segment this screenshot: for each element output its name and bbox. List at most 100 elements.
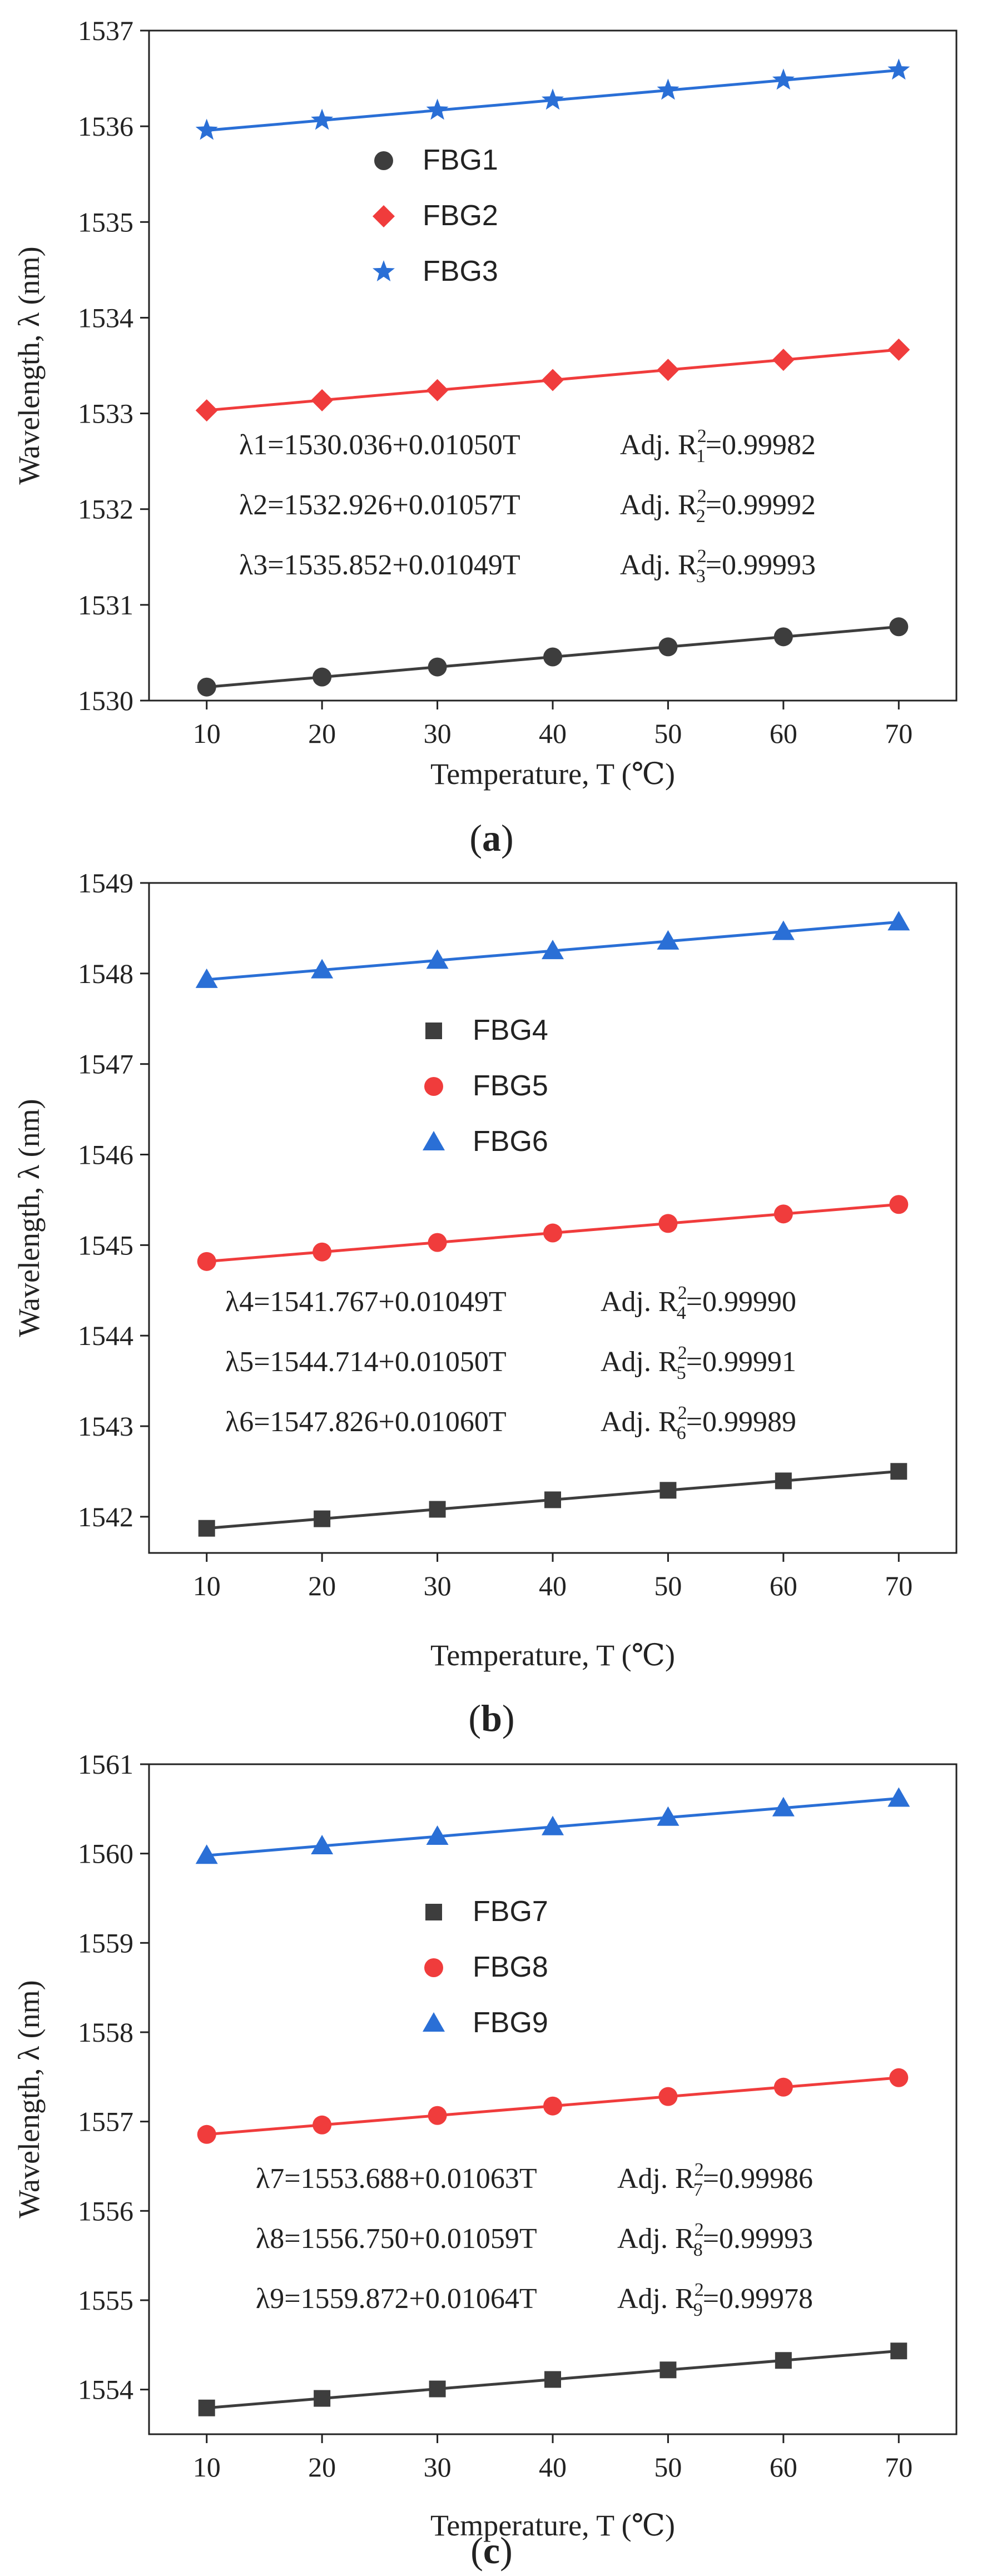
data-point [314, 1510, 331, 1527]
y-tick-label: 1554 [78, 2374, 133, 2405]
plot-frame [148, 29, 958, 702]
legend-label: FBG2 [423, 200, 498, 232]
y-tick-label: 1545 [78, 1229, 133, 1260]
legend-label: FBG6 [473, 1125, 548, 1158]
r-squared-value: =0.99978 [703, 2283, 813, 2315]
data-point [889, 1195, 909, 1214]
data-point [544, 2371, 561, 2388]
data-point [428, 657, 447, 677]
x-tick-label: 40 [539, 1570, 567, 1601]
data-point [544, 1491, 561, 1508]
data-point [542, 369, 564, 391]
r-squared-sup: 2 [678, 1403, 687, 1423]
data-point [426, 379, 449, 401]
legend: FBG4 FBG5 FBG6 [423, 1014, 548, 1158]
data-point [887, 58, 910, 80]
fit-annotations: λ1=1530.036+0.01050T Adj. R2 1=0.99982λ2=1… [239, 426, 816, 587]
y-tick-label: 1559 [78, 1927, 133, 1958]
y-tick-label: 1534 [78, 302, 133, 333]
data-point [889, 2068, 909, 2087]
legend-marker [373, 205, 395, 227]
data-point [197, 677, 216, 697]
data-point [775, 2352, 792, 2369]
data-point [543, 2096, 562, 2116]
data-point [428, 1233, 447, 1252]
fit-equation: λ5=1544.714+0.01050T [225, 1346, 507, 1378]
r-squared-sub: 6 [677, 1423, 686, 1443]
data-point [543, 647, 562, 667]
fit-annotations: λ7=1553.688+0.01063T Adj. R2 7=0.99986λ8=1… [256, 2160, 813, 2320]
data-point [890, 2342, 907, 2360]
x-tick-label: 30 [424, 2451, 452, 2483]
r-squared-label: Adj. R [601, 1406, 678, 1438]
data-point [657, 1806, 680, 1826]
legend-marker [423, 1131, 445, 1150]
x-tick-label: 20 [308, 1570, 336, 1601]
y-tick-label: 1535 [78, 206, 133, 237]
fit-equation: λ6=1547.826+0.01060T [225, 1406, 507, 1438]
r-squared-value: =0.99990 [686, 1286, 796, 1318]
x-tick-label: 40 [539, 718, 567, 749]
legend-label: FBG3 [423, 255, 498, 287]
fit-equation: λ8=1556.750+0.01059T [256, 2223, 537, 2255]
fit-equation: λ9=1559.872+0.01064T [256, 2283, 537, 2315]
x-tick-label: 70 [885, 718, 912, 749]
legend-label: FBG4 [473, 1014, 548, 1046]
x-tick-label: 30 [424, 1570, 452, 1601]
y-tick-label: 1561 [78, 1749, 133, 1780]
data-point [313, 2115, 332, 2135]
legend-label: FBG7 [473, 1895, 548, 1928]
r-squared-label: Adj. R [601, 1286, 678, 1318]
panel-label: (c) [470, 2529, 513, 2572]
x-tick-label: 70 [885, 2451, 912, 2483]
y-tick-label: 1546 [78, 1139, 133, 1170]
fit-equation: λ3=1535.852+0.01049T [239, 549, 520, 581]
r-squared-sup: 2 [695, 2160, 704, 2180]
r-squared-value: =0.99991 [686, 1346, 796, 1378]
legend-marker [374, 151, 393, 170]
data-point [658, 2087, 678, 2106]
data-point [313, 1242, 332, 1262]
fit-equation: λ7=1553.688+0.01063T [256, 2163, 537, 2195]
x-tick-label: 20 [308, 2451, 336, 2483]
r-squared-label: Adj. R [617, 2223, 695, 2255]
y-tick-label: 1543 [78, 1411, 133, 1442]
data-point [772, 349, 795, 371]
chart-panel-3: 10 20 30 40 50 60 70 1554 1555 1556 1557 1558 1559 15… [12, 1749, 958, 2572]
fit-r-squared: Adj. R2 4=0.99990 [601, 1283, 796, 1323]
data-point [429, 2380, 446, 2398]
r-squared-value: =0.99992 [706, 489, 816, 521]
data-point [198, 2399, 215, 2416]
data-point [657, 78, 680, 100]
y-tick-label: 1556 [78, 2195, 133, 2226]
fit-r-squared: Adj. R2 8=0.99993 [617, 2220, 813, 2260]
data-point [313, 667, 332, 687]
y-tick-label: 1555 [78, 2285, 133, 2316]
y-tick-label: 1531 [78, 589, 133, 621]
r-squared-label: Adj. R [617, 2163, 695, 2195]
r-squared-sub: 9 [693, 2300, 703, 2320]
y-tick-label: 1557 [78, 2106, 133, 2137]
r-squared-label: Adj. R [601, 1346, 678, 1378]
x-tick-label: 60 [770, 2451, 797, 2483]
data-point [775, 1472, 792, 1490]
legend-label: FBG1 [423, 144, 498, 176]
x-tick-label: 30 [424, 718, 452, 749]
legend-marker [373, 260, 395, 281]
data-point [659, 1482, 677, 1499]
data-point [887, 338, 910, 361]
r-squared-sub: 7 [693, 2180, 703, 2200]
y-tick-label: 1548 [78, 958, 133, 989]
x-tick-label: 60 [770, 1570, 797, 1601]
y-tick-label: 1558 [78, 2017, 133, 2048]
series-FBG4 [198, 1463, 907, 1537]
y-tick-label: 1549 [78, 867, 133, 899]
x-axis-title: Temperature, T (℃) [430, 1639, 675, 1672]
r-squared-sup: 2 [695, 2280, 704, 2300]
r-squared-sup: 2 [678, 1283, 687, 1303]
r-squared-label: Adj. R [620, 549, 697, 581]
fit-r-squared: Adj. R2 3=0.99993 [620, 546, 816, 587]
fit-equation: λ4=1541.767+0.01049T [225, 1286, 507, 1318]
r-squared-sub: 8 [693, 2240, 703, 2260]
r-squared-sub: 4 [677, 1303, 686, 1323]
